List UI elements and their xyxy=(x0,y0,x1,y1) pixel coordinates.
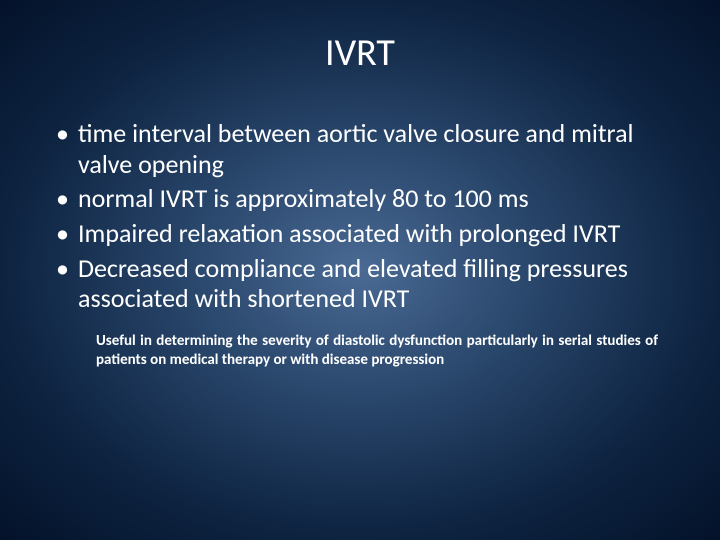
bullet-item: Decreased compliance and elevated fillin… xyxy=(52,253,668,314)
footnote-text: Useful in determining the severity of di… xyxy=(96,332,658,370)
bullet-item: time interval between aortic valve closu… xyxy=(52,118,668,179)
slide: IVRT time interval between aortic valve … xyxy=(0,0,720,540)
bullet-list: time interval between aortic valve closu… xyxy=(52,118,668,314)
slide-title: IVRT xyxy=(52,30,668,76)
bullet-item: Impaired relaxation associated with prol… xyxy=(52,218,668,249)
bullet-item: normal IVRT is approximately 80 to 100 m… xyxy=(52,183,668,214)
